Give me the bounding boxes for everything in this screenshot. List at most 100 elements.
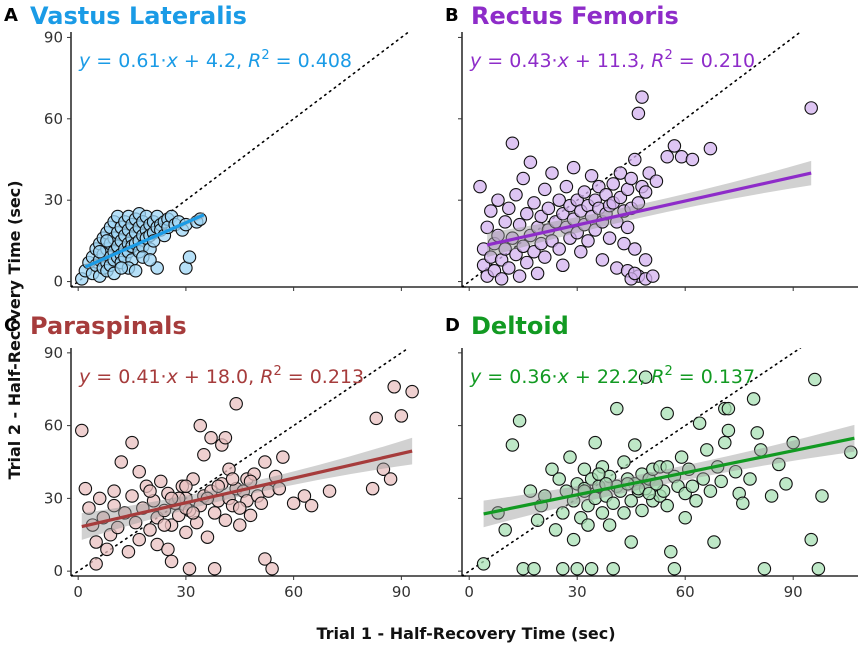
data-point: [635, 503, 649, 518]
data-point: [128, 515, 143, 530]
data-point: [631, 106, 646, 121]
data-point: [229, 397, 243, 411]
data-point: [387, 380, 401, 394]
data-point: [638, 253, 653, 267]
data-point: [143, 523, 157, 537]
data-point: [610, 401, 624, 416]
data-point: [548, 523, 563, 537]
data-point: [516, 239, 530, 254]
data-point: [628, 438, 642, 452]
data-point: [505, 136, 520, 150]
data-point: [703, 141, 718, 156]
data-point: [631, 196, 646, 210]
data-point: [566, 532, 581, 547]
identity-line: [462, 348, 802, 576]
data-point: [660, 406, 674, 421]
data-point: [617, 236, 631, 251]
panel-letter: D: [445, 315, 460, 336]
data-point: [512, 217, 527, 232]
x-tick-label: 0: [464, 583, 474, 601]
data-point: [667, 139, 682, 153]
data-point: [114, 261, 129, 275]
data-point: [502, 201, 516, 216]
data-point: [405, 384, 419, 399]
data-point: [721, 423, 736, 438]
data-point: [258, 455, 272, 469]
data-point: [182, 250, 197, 264]
data-point: [473, 179, 487, 194]
data-point: [664, 544, 678, 559]
data-point: [520, 255, 534, 270]
data-point: [128, 263, 143, 278]
data-point: [498, 523, 512, 537]
data-point: [696, 472, 710, 486]
regression-equation: y = 0.43·x + 11.3, R2 = 0.210: [469, 48, 755, 72]
x-tick-label: 0: [73, 583, 83, 601]
data-point: [617, 506, 631, 520]
data-point: [78, 481, 93, 496]
data-point: [92, 491, 107, 506]
data-point: [602, 518, 617, 532]
y-axis-label: Trial 2 - Half-Recovery Time (sec): [5, 180, 24, 479]
data-point: [193, 418, 208, 433]
panel-title: Vastus Lateralis: [30, 2, 247, 30]
data-point: [642, 486, 656, 501]
data-point: [552, 472, 566, 486]
data-point: [541, 201, 556, 216]
data-point: [516, 171, 530, 186]
data-point: [721, 401, 736, 416]
data-point: [707, 535, 721, 549]
data-point: [527, 196, 541, 210]
data-point: [624, 535, 638, 549]
data-point: [225, 472, 240, 486]
data-point: [595, 506, 610, 520]
data-point: [660, 460, 674, 474]
data-point: [233, 501, 247, 515]
data-point: [182, 561, 197, 576]
identity-line: [71, 32, 410, 287]
data-point: [689, 494, 703, 508]
data-point: [243, 508, 258, 523]
data-point: [107, 498, 121, 513]
data-point: [581, 518, 595, 532]
data-point: [786, 435, 800, 450]
data-point: [297, 489, 312, 503]
data-point: [484, 204, 498, 218]
data-point: [592, 467, 606, 481]
data-point: [552, 242, 566, 256]
data-point: [584, 169, 599, 183]
data-point: [125, 489, 139, 503]
data-point: [602, 231, 617, 245]
data-point: [595, 253, 610, 267]
data-point: [383, 472, 398, 486]
y-tick-label: 90: [44, 28, 63, 46]
y-tick-label: 30: [44, 489, 63, 507]
regression-line: [81, 449, 413, 529]
data-point: [581, 234, 595, 248]
x-tick-label: 90: [392, 583, 411, 601]
data-point: [286, 496, 301, 510]
data-point: [624, 171, 638, 186]
data-point: [606, 177, 620, 191]
data-point: [143, 484, 157, 498]
data-point: [365, 481, 380, 496]
data-point: [808, 372, 822, 387]
data-point: [559, 179, 574, 194]
data-point: [107, 484, 121, 498]
data-point: [577, 462, 592, 477]
data-point: [100, 542, 114, 557]
points: [75, 207, 208, 286]
data-point: [685, 479, 700, 494]
panel-title: Paraspinals: [30, 312, 187, 340]
data-point: [692, 416, 707, 430]
x-tick-label: 60: [284, 583, 303, 601]
data-point: [606, 496, 620, 510]
data-point: [200, 530, 215, 544]
data-point: [811, 561, 826, 576]
regression-equation: y = 0.36·x + 22.2, R2 = 0.137: [469, 364, 755, 388]
regression-line: [483, 436, 855, 516]
identity-line: [71, 348, 410, 576]
data-point: [538, 182, 552, 197]
data-point: [635, 90, 649, 104]
